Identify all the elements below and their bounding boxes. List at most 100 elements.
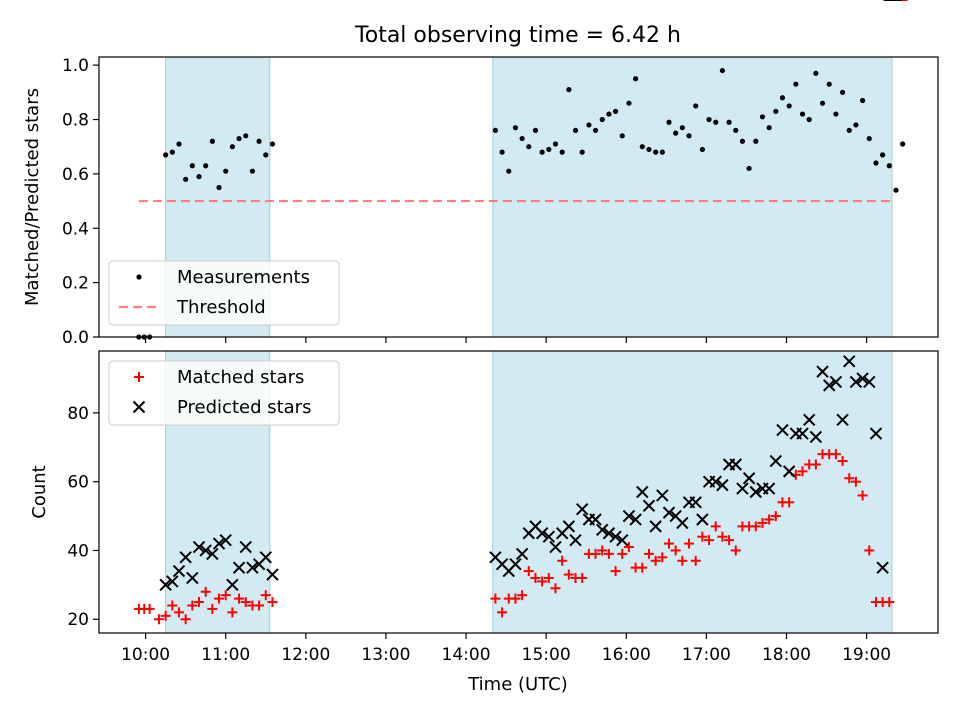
legend-item: Measurements [136,267,310,288]
predicted-star-point [535,527,549,540]
measurement-point [739,138,746,144]
predicted-star-point [212,537,226,550]
matched-star-point [490,593,501,604]
measurement-point [719,67,726,74]
predicted-star-point [696,513,709,526]
matched-star-point [690,555,701,566]
matched-star-point [864,545,875,556]
matched-star-point [240,597,251,608]
matched-star-point [710,521,721,532]
measurement-point [646,146,652,153]
legend-count: Matched stars Predicted stars [108,360,340,426]
measurement-point [713,119,719,125]
measurement-point [779,95,786,101]
measurement-point [512,125,519,131]
matched-star-point [234,593,245,604]
measurement-point [519,135,525,142]
legend-label: Measurements [177,267,310,288]
measurement-point [229,144,235,150]
predicted-star-point [863,375,876,389]
matched-star-point [590,548,601,559]
predicted-star-point [166,575,179,588]
predicted-star-point [509,558,522,571]
measurement-point [492,127,499,133]
matched-star-point [167,600,178,611]
matched-star-point [850,476,861,487]
measurement-point [612,108,619,114]
measurement-point [793,81,799,87]
matched-star-point [677,555,688,566]
matched-star-point [730,545,741,556]
measurement-point [546,146,552,153]
measurement-point [833,111,839,117]
matched-star-point [797,466,808,477]
legend-item: Predicted stars [132,397,311,418]
matched-star-point [260,590,271,601]
matched-star-point [153,614,164,625]
measurement-point [572,127,579,133]
predicted-star-point [542,530,556,543]
predicted-star-point [849,375,863,389]
predicted-star-point [729,458,742,471]
measurement-point [839,89,846,95]
x-tick-label: 10:00 [121,645,170,665]
predicted-star-point [656,489,669,502]
panel-ratio: 0.0 0.2 0.4 0.6 0.8 1.0 Matched/Predicted sta… [22,56,939,348]
predicted-star-point [239,540,252,554]
measurement-point [269,141,276,147]
predicted-star-point [602,527,616,540]
matched-star-point [643,548,654,559]
predicted-star-point [869,427,883,440]
measurement-point [880,152,886,158]
predicted-star-point [192,540,206,554]
matched-star-point [764,514,775,525]
measurement-point [619,133,625,139]
predicted-star-point [226,578,239,592]
matched-star-point [704,535,715,546]
measurement-point [693,103,699,109]
measurement-point [236,135,242,142]
matched-star-point [523,566,534,577]
predicted-star-point [622,509,636,523]
matched-star-point [784,497,795,508]
chart-title: Total observing time = 6.42 h [354,23,681,48]
matched-star-point [697,531,708,542]
measurement-point [526,144,532,150]
matched-star-point [200,586,211,597]
measurement-point [666,119,672,125]
measurement-point [626,100,632,106]
measurement-point [766,125,772,131]
predicted-star-point [836,413,849,426]
measurement-point [673,130,679,136]
measurement-point [606,111,612,117]
predicted-star-point [749,485,762,499]
matched-star-point [180,614,191,625]
y-tick-label: 0.4 [62,219,89,239]
predicted-star-point [642,499,656,512]
legend-box [108,360,340,426]
y-tick-label: 1.0 [62,56,89,76]
matched-star-point [537,576,548,587]
matched-star-point [830,449,841,460]
x-tick-label: 13:00 [361,645,410,665]
measurement-point [806,116,812,123]
measurement-point [773,108,779,114]
predicted-star-point [549,540,562,554]
measurement-point [853,122,859,128]
predicted-star-point [562,520,576,533]
x-axis-label: Time (UTC) [467,674,568,695]
measurement-point [539,149,545,155]
matched-star-point [530,572,541,583]
measurement-point [189,163,195,169]
measurement-point [196,174,202,180]
predicted-star-point [716,478,729,492]
predicted-star-point [172,564,186,578]
matched-star-point [684,538,695,549]
matched-star-point [550,583,561,594]
observing-interval-2 [492,56,893,338]
predicted-star-point [569,533,582,547]
predicted-star-point [736,482,749,495]
y-tick-label: 0.0 [62,328,89,348]
measurement-point [686,133,692,139]
predicted-star-point [742,472,756,485]
